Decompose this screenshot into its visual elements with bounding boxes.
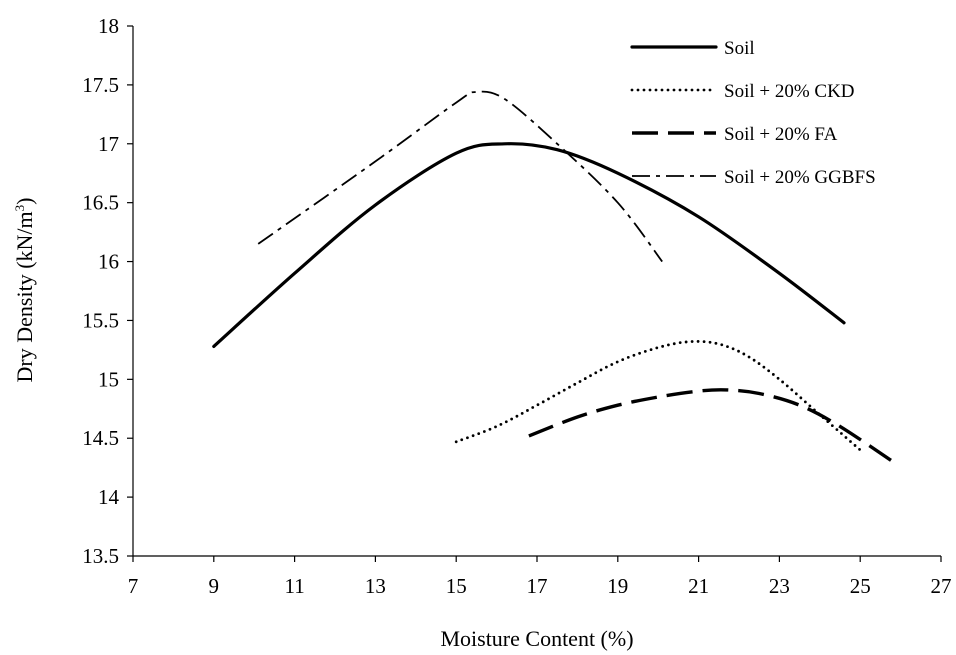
x-tick-labels: 7 9 11 13 15 17 19 21 23 25 27 [128,574,952,598]
x-tick-label: 15 [446,574,467,598]
x-tick-label: 9 [209,574,220,598]
y-tick-label: 17.5 [82,73,119,97]
series-soil-line [212,142,846,348]
series-soil-fa-line [528,388,898,466]
series-soil-ggbfs-line [257,90,663,263]
y-tick-label: 15 [98,367,119,391]
legend-label: Soil + 20% FA [724,124,838,145]
y-tick-label: 16.5 [82,191,119,215]
y-tick-label: 18 [98,14,119,38]
x-axis-title: Moisture Content (%) [440,626,633,651]
y-tick-label: 14.5 [82,426,119,450]
x-tick-label: 27 [931,574,952,598]
x-tick-label: 19 [607,574,628,598]
legend-label: Soil + 20% CKD [724,81,855,102]
y-axis-title-superscript: 3 [12,205,27,212]
y-tick-label: 15.5 [82,308,119,332]
y-tick-label: 13.5 [82,544,119,568]
legend-label: Soil + 20% GGBFS [724,167,876,188]
x-tick-label: 13 [365,574,386,598]
x-tick-label: 25 [850,574,871,598]
x-tick-label: 7 [128,574,139,598]
y-axis-title: Dry Density (kN/m3) [12,198,37,383]
x-tick-label: 21 [688,574,709,598]
y-tick-label: 16 [98,250,119,274]
y-axis-title-suffix: ) [12,198,37,205]
x-tick-label: 17 [527,574,548,598]
y-tick-labels: 13.5 14 14.5 15 15.5 16 16.5 17 17.5 18 [82,14,119,568]
series-lines [212,90,898,466]
y-tick-label: 17 [98,132,119,156]
series-soil-ckd-line [454,340,862,452]
y-tick-label: 14 [98,485,120,509]
y-axis-title-main: Dry Density (kN/m [12,211,37,382]
x-tick-label: 23 [769,574,790,598]
axes [127,25,942,562]
legend: Soil Soil + 20% CKD Soil + 20% FA Soil + 20… [630,38,876,188]
x-tick-label: 11 [284,574,304,598]
legend-label: Soil [724,38,755,59]
